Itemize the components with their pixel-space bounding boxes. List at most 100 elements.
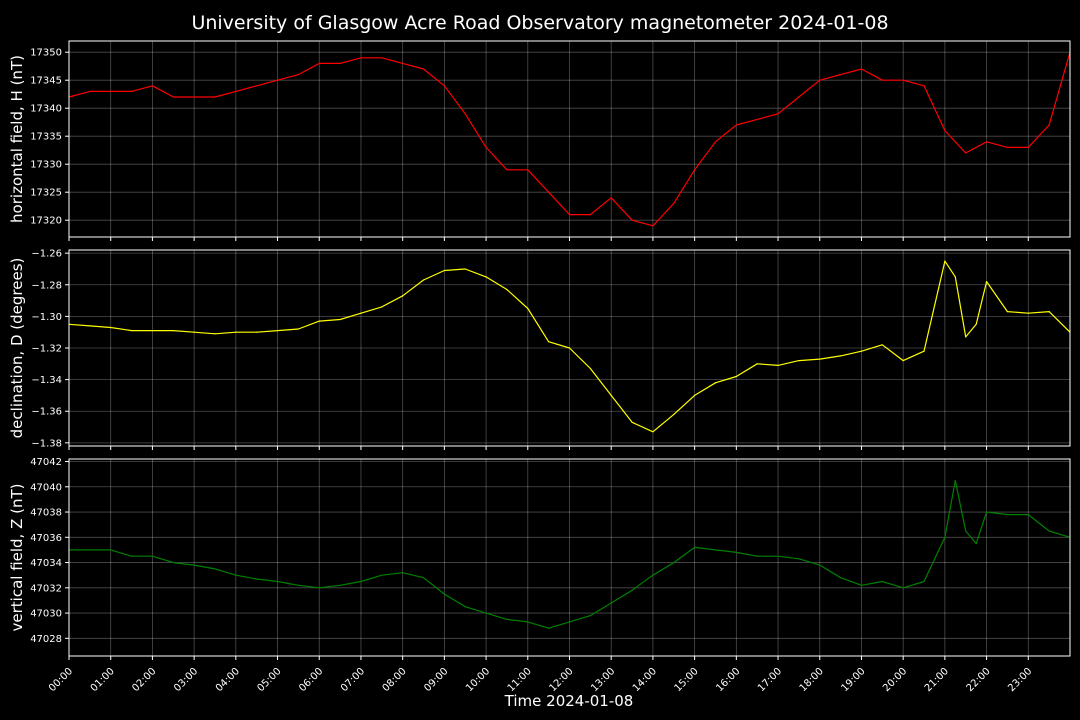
data-point <box>819 79 821 81</box>
data-point <box>652 431 654 433</box>
data-point <box>673 561 675 564</box>
data-point <box>735 124 737 126</box>
data-point <box>965 152 967 154</box>
data-point <box>464 606 466 608</box>
data-point <box>422 577 425 579</box>
data-point <box>610 602 612 604</box>
data-point <box>548 191 550 193</box>
data-point <box>235 90 237 92</box>
data-point <box>464 268 466 270</box>
data-point <box>1006 311 1009 313</box>
data-point <box>1048 311 1050 313</box>
data-point <box>881 580 883 583</box>
data-point <box>798 360 800 362</box>
data-point <box>985 281 988 283</box>
y-tick-label: −1.32 <box>31 344 62 355</box>
data-point <box>923 580 925 583</box>
data-point <box>214 333 216 335</box>
data-point <box>1006 146 1009 148</box>
data-point <box>694 169 696 171</box>
data-point <box>506 618 508 620</box>
data-point <box>130 330 133 332</box>
data-point <box>130 555 133 557</box>
data-point <box>902 587 904 589</box>
data-point <box>193 96 195 98</box>
data-point <box>610 394 612 397</box>
data-point <box>735 375 737 378</box>
data-point <box>443 85 445 87</box>
data-point <box>256 331 258 333</box>
data-point <box>860 584 863 586</box>
y-tick-label: 47032 <box>30 583 62 594</box>
y-tick-label: 17340 <box>30 104 62 115</box>
data-point <box>485 146 487 148</box>
data-point <box>402 62 404 64</box>
y-tick-label: 17335 <box>30 132 62 143</box>
data-point <box>318 62 320 64</box>
data-point <box>151 555 154 557</box>
y-tick-label: 47036 <box>30 533 62 544</box>
panel-frame <box>68 40 1071 238</box>
data-point <box>881 79 883 81</box>
data-point <box>506 169 508 171</box>
data-point <box>276 580 279 583</box>
data-point <box>631 219 633 221</box>
data-point <box>714 141 717 143</box>
data-point <box>360 580 362 583</box>
data-point <box>965 336 967 338</box>
panel-frame <box>68 458 1071 657</box>
data-point <box>485 276 487 278</box>
data-point <box>652 574 654 576</box>
data-point <box>1027 146 1029 148</box>
data-point <box>339 62 341 64</box>
data-point <box>965 530 967 532</box>
data-point <box>694 394 696 397</box>
data-point <box>548 627 550 629</box>
data-point <box>881 344 883 346</box>
y-tick-label: −1.38 <box>31 438 62 449</box>
y-tick-label: 17345 <box>30 76 62 87</box>
data-point <box>443 593 445 595</box>
data-point <box>944 130 946 132</box>
data-point <box>568 621 571 623</box>
y-tick-label: 17330 <box>30 160 62 171</box>
data-point <box>631 421 633 423</box>
data-point <box>1006 513 1009 516</box>
data-point <box>151 85 154 87</box>
data-point <box>110 326 112 329</box>
data-point <box>235 331 237 333</box>
data-point <box>381 574 383 576</box>
data-point <box>381 57 383 59</box>
data-point <box>589 214 591 216</box>
data-point <box>975 543 977 545</box>
y-tick-label: −1.28 <box>31 280 62 291</box>
data-point <box>777 113 779 115</box>
chart-title: University of Glasgow Acre Road Observat… <box>191 12 888 34</box>
data-point <box>297 74 299 76</box>
data-point <box>214 568 216 570</box>
data-point <box>381 306 383 308</box>
data-point <box>402 295 404 297</box>
data-point <box>422 279 425 281</box>
y-tick-label: 17320 <box>30 216 62 227</box>
data-point <box>256 85 258 87</box>
data-point <box>756 363 758 365</box>
data-point <box>954 479 956 482</box>
data-point <box>193 331 195 333</box>
data-point <box>840 355 842 357</box>
data-point <box>756 555 758 557</box>
data-point <box>673 413 675 415</box>
data-point <box>527 169 529 171</box>
data-point <box>902 79 904 81</box>
data-point <box>276 330 279 332</box>
data-point <box>568 214 571 216</box>
data-point <box>297 584 299 586</box>
y-tick-label: 17325 <box>30 188 62 199</box>
data-point <box>798 96 800 98</box>
data-point <box>589 614 591 617</box>
data-point <box>422 68 425 70</box>
data-point <box>485 612 487 614</box>
data-point <box>944 260 946 262</box>
